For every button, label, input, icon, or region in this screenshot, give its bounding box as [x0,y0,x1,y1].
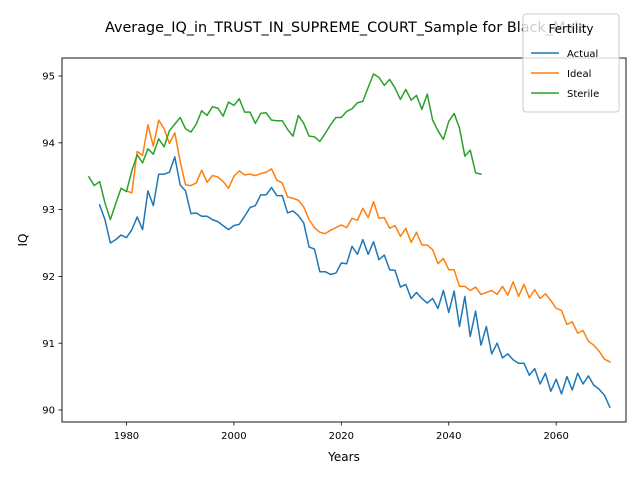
series-layer [89,74,610,407]
x-tick-label: 2000 [221,431,246,442]
x-tick-label: 2040 [436,431,461,442]
y-tick-label: 90 [42,406,55,417]
y-axis-ticks: 90 91 92 93 94 95 [42,72,62,417]
y-tick-label: 94 [42,138,55,149]
plot-area-frame [62,58,626,422]
y-tick-label: 92 [42,272,55,283]
y-tick-label: 95 [42,72,55,83]
x-tick-label: 2020 [329,431,354,442]
y-tick-label: 91 [42,339,55,350]
legend-label-ideal: Ideal [567,69,591,80]
legend-label-actual: Actual [567,49,598,60]
series-line-ideal [126,120,609,362]
x-axis-ticks: 1980 2000 2020 2040 2060 [114,422,569,442]
y-axis-label: IQ [16,234,30,247]
y-tick-label: 93 [42,205,55,216]
legend: Fertility Actual Ideal Sterile [523,14,619,112]
legend-title: Fertility [548,22,593,36]
x-tick-label: 2060 [543,431,568,442]
series-line-actual [100,157,610,407]
legend-label-sterile: Sterile [567,89,599,100]
x-axis-label: Years [327,450,360,464]
chart-title: Average_IQ_in_TRUST_IN_SUPREME_COURT_Sam… [105,20,587,36]
x-tick-label: 1980 [114,431,139,442]
